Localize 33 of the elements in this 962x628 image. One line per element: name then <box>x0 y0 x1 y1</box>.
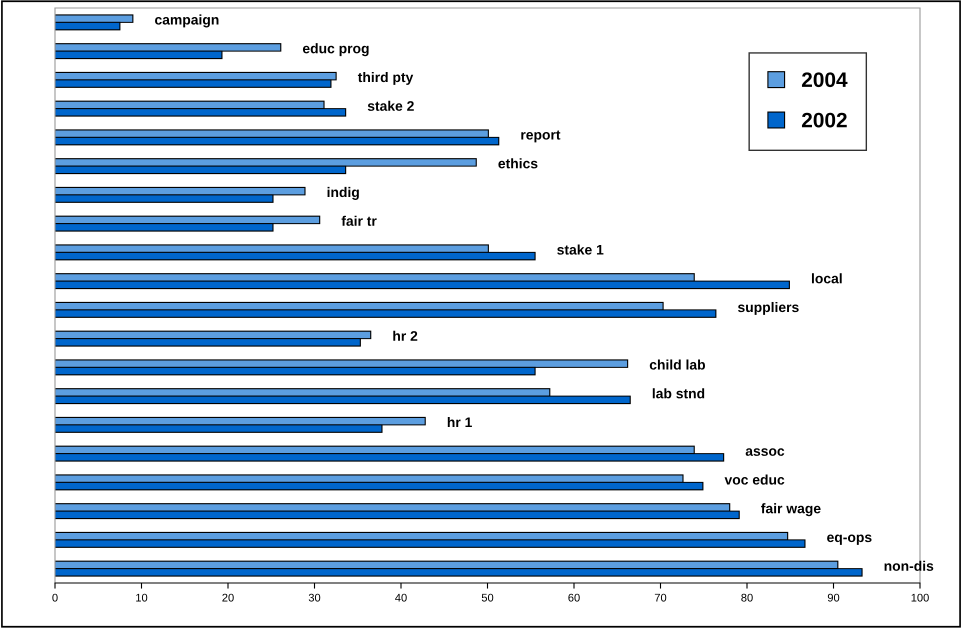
y-tick-label: hr 2 <box>393 330 418 341</box>
x-tick-label: 40 <box>395 594 407 602</box>
legend-label: 2002 <box>802 112 847 128</box>
y-tick-label: educ prog <box>302 43 369 56</box>
y-tick-label: fair tr <box>342 216 377 226</box>
y-tick-label: local <box>812 273 842 284</box>
x-tick-label: 90 <box>828 594 840 602</box>
x-tick-label: 60 <box>568 594 580 602</box>
x-tick-label: 30 <box>308 594 320 602</box>
x-tick-label: 10 <box>136 594 148 602</box>
y-tick-label: stake 2 <box>368 100 414 111</box>
x-tick-label: 0 <box>52 594 58 602</box>
y-tick-label: non-dis <box>884 560 934 571</box>
y-tick-label: child lab <box>650 359 706 370</box>
x-tick-label: 80 <box>741 594 753 602</box>
y-tick-label: campaign <box>155 14 218 28</box>
y-tick-label: fair wage <box>761 503 821 516</box>
x-tick-label: 100 <box>912 594 929 602</box>
x-tick-label: 20 <box>222 594 234 602</box>
y-tick-label: indig <box>328 186 359 200</box>
y-tick-label: eq-ops <box>827 534 872 545</box>
y-tick-label: stake 1 <box>557 244 604 255</box>
y-tick-label: suppliers <box>738 302 799 315</box>
y-tick-label: third pty <box>358 72 414 85</box>
x-tick-label: 50 <box>482 594 494 602</box>
y-tick-label: voc educ <box>724 474 784 485</box>
x-tick-label: 70 <box>654 594 666 602</box>
legend-label: 2004 <box>802 72 848 88</box>
y-tick-label: report <box>521 130 560 142</box>
y-tick-label: lab stnd <box>652 388 704 398</box>
y-tick-label: ethics <box>498 158 538 168</box>
y-tick-label: assoc <box>746 448 784 456</box>
y-tick-label: hr 1 <box>448 416 472 428</box>
